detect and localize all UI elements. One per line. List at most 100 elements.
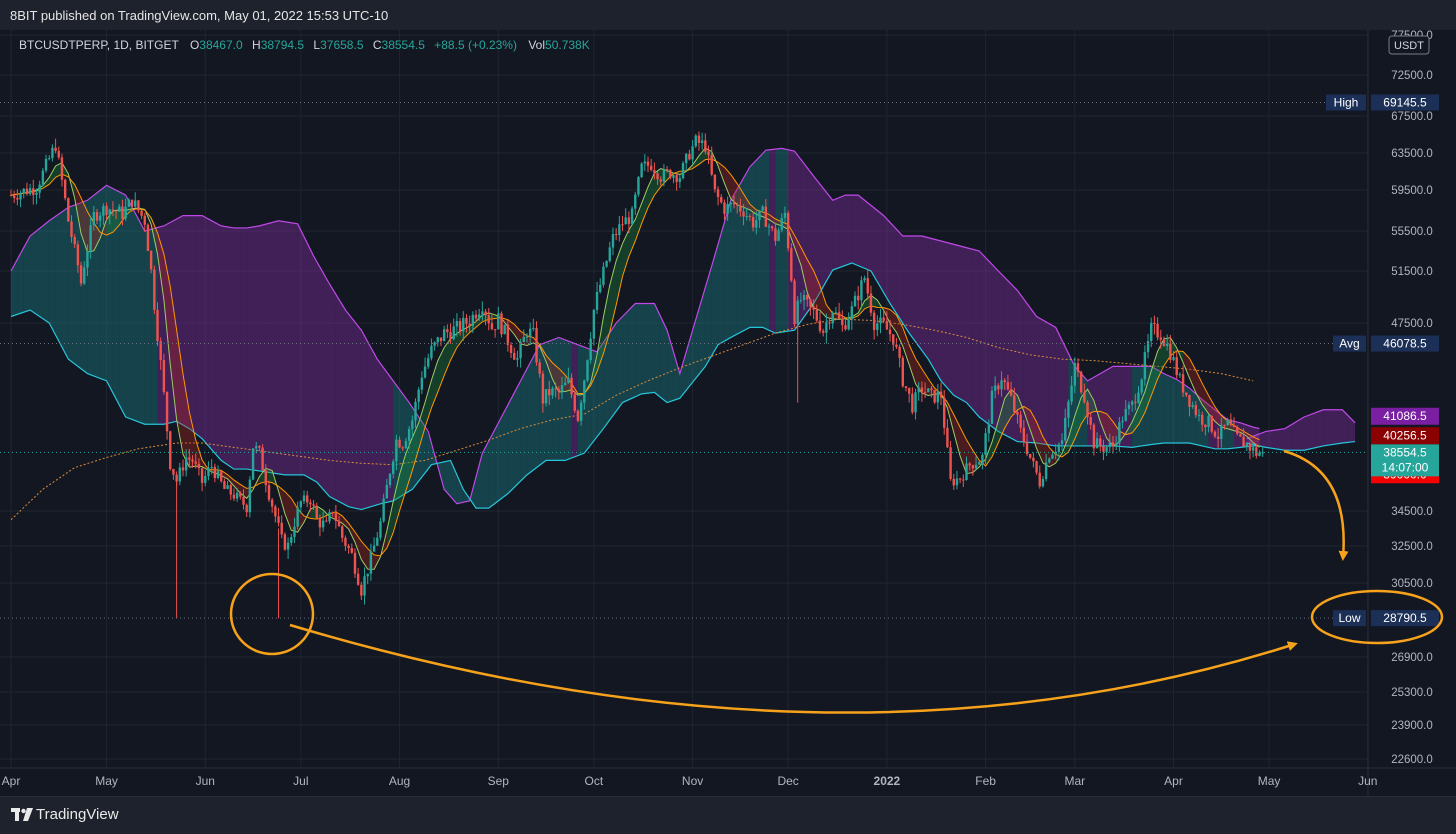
candle-body (1009, 389, 1013, 396)
cloud-segment (1017, 290, 1024, 443)
candle-body (1248, 443, 1252, 451)
ma-ribbon-segment (724, 167, 731, 199)
candle-body (1204, 424, 1207, 428)
cloud-segment (227, 226, 234, 470)
cloud-segment (1023, 299, 1031, 443)
cloud-segment (960, 246, 967, 403)
candle-body (248, 479, 252, 513)
candle-body (570, 377, 573, 395)
candle-body (1200, 414, 1204, 425)
cloud-segment (737, 177, 744, 335)
candle-body (280, 522, 283, 535)
cloud-segment (749, 160, 757, 328)
candle-body (436, 337, 439, 343)
candle-body (665, 169, 669, 171)
candle-body (662, 169, 666, 182)
candle-body (140, 210, 143, 216)
cloud-segment (705, 266, 712, 367)
candle-body (1181, 374, 1185, 393)
ma-ribbon-segment (902, 327, 910, 365)
candle-body (522, 337, 525, 343)
candle-body (474, 314, 478, 319)
candle-body (599, 284, 602, 292)
candle-body (312, 504, 315, 506)
cloud-segment (641, 303, 648, 394)
cloud-segment (921, 236, 929, 360)
ma-ribbon-segment (176, 329, 183, 455)
cloud-segment (329, 284, 336, 500)
candle-body (306, 495, 309, 503)
candle-body (1013, 395, 1016, 413)
cloud-segment (495, 417, 502, 504)
cloud-segment (807, 167, 814, 313)
ma-ribbon-segment (405, 437, 413, 491)
cloud-segment (11, 259, 18, 317)
candle-body (678, 178, 682, 182)
candle-body (1261, 452, 1264, 454)
candlesticks (9, 131, 1264, 619)
ma-ribbon-segment (921, 368, 929, 396)
candle-body (729, 202, 733, 204)
candle-body (691, 146, 694, 160)
candle-body (1099, 438, 1102, 447)
candle-body (892, 334, 895, 345)
ma-ribbon-segment (1074, 397, 1082, 439)
candle-body (872, 312, 876, 330)
candle-body (879, 317, 882, 324)
y-tick-label: 30500.0 (1391, 578, 1433, 590)
cloud-segment (488, 429, 496, 509)
cloud-segment (176, 215, 183, 425)
candle-body (1025, 442, 1029, 454)
ma-ribbon-segment (781, 221, 789, 230)
price-chart[interactable]: 77500.072500.067500.063500.059500.055500… (0, 30, 1456, 796)
x-tick-label: Jul (293, 774, 308, 788)
ma-ribbon-segment (794, 235, 801, 265)
candle-body (159, 341, 162, 361)
candle-body (191, 459, 194, 462)
ma-ribbon-segment (431, 360, 438, 409)
candle-body (35, 192, 38, 195)
last-price-countdown: 14:07:00 (1382, 460, 1429, 474)
x-tick-label: Feb (975, 774, 996, 788)
candle-body (471, 314, 475, 326)
cloud-segment (214, 222, 222, 461)
cloud-segment (711, 244, 719, 356)
candle-body (12, 195, 16, 199)
cloud-segment (1285, 424, 1292, 451)
candle-body (1092, 424, 1096, 449)
currency-button[interactable]: USDT (1388, 35, 1430, 55)
candle-body (586, 360, 589, 381)
ma-ribbon-segment (1068, 415, 1075, 453)
candle-body (1194, 405, 1198, 416)
candle-body (783, 212, 787, 218)
candle-body (583, 380, 586, 403)
candle-body (767, 226, 771, 228)
candle-body (952, 478, 955, 486)
candle-body (229, 485, 232, 495)
candle-body (993, 385, 997, 391)
candle-body (669, 169, 672, 178)
cloud-segment (361, 330, 368, 510)
cloud-segment (55, 211, 62, 348)
cloud-segment (106, 185, 113, 393)
candle-body (971, 465, 975, 469)
candle-body (888, 329, 892, 335)
ma-ribbon-segment (284, 491, 292, 531)
cloud-segment (1036, 316, 1043, 444)
candle-body (293, 526, 296, 538)
price-axis (1368, 30, 1456, 768)
cloud-segment (1030, 307, 1037, 444)
candle-body (771, 226, 774, 229)
cloud-segment (972, 249, 980, 417)
candle-body (325, 520, 328, 522)
candle-body (105, 205, 108, 215)
cloud-segment (514, 380, 521, 488)
candle-body (949, 447, 952, 479)
cloud-segment (1138, 366, 1145, 447)
cloud-segment (221, 225, 228, 465)
cloud-segment (386, 372, 394, 503)
candle-body (1118, 422, 1121, 444)
candle-body (1165, 343, 1169, 346)
currency-label: USDT (1394, 40, 1424, 52)
candle-body (1137, 392, 1140, 403)
